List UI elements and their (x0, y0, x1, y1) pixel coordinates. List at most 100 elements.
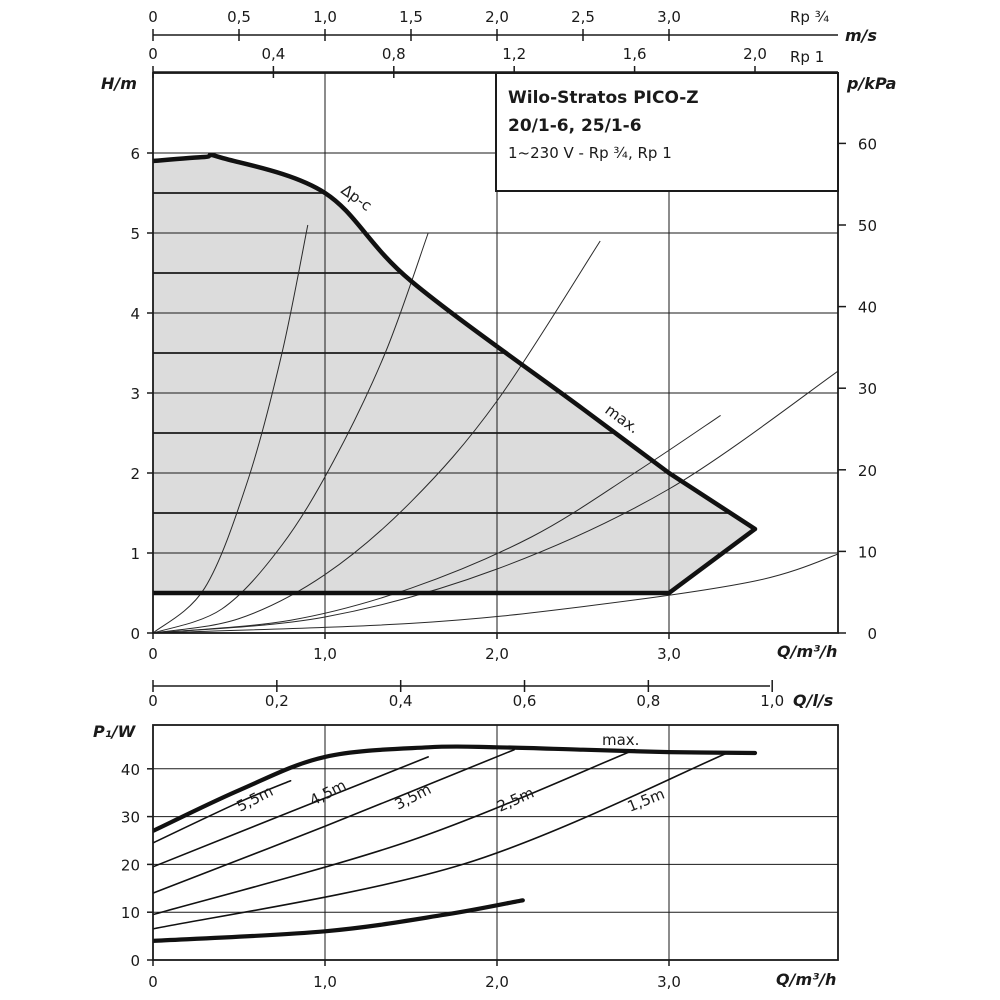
pressure-y-axis-label: p/kPa (846, 74, 896, 93)
velocity-tick-label: 3,0 (657, 8, 681, 26)
ls-axis-label: Q/l/s (793, 691, 833, 710)
pressure-y-tick-label: 50 (858, 217, 877, 235)
ls-tick-label: 0 (148, 692, 158, 710)
head-y-tick-label: 2 (130, 465, 140, 483)
power-y-tick-label: 40 (121, 761, 140, 779)
power-x-tick-label: 3,0 (657, 973, 681, 991)
head-y-ticks: 0 1 2 3 4 5 6 (130, 145, 153, 643)
ls-tick-label: 0,4 (389, 692, 413, 710)
max-head-curve (152, 152, 758, 596)
head-y-axis-label: H/m (101, 74, 137, 93)
velocity-tick-label: 0,5 (227, 8, 251, 26)
power-y-tick-label: 20 (121, 856, 140, 874)
pressure-y-ticks: 0 10 20 30 40 50 60 (838, 135, 877, 643)
velocity-tick-label: 1,2 (502, 45, 526, 63)
power-x-ticks: 0 1,0 2,0 3,0 (148, 960, 681, 991)
power-curve-3-5m (153, 748, 515, 894)
power-curve-2-5m (153, 748, 636, 916)
rp1-unit-label: Rp 1 (790, 48, 824, 66)
power-label-1-5m: 1,5m (625, 785, 667, 816)
velocity-tick-label: 1,6 (623, 45, 647, 63)
system-curve (153, 224, 309, 633)
power-label-3-5m: 3,5m (392, 780, 434, 814)
head-y-tick-label: 1 (130, 545, 140, 563)
head-chart: H/m p/kPa Δp-c max. Wilo-Stratos PICO-Z … (101, 72, 896, 663)
chart-note: 1~230 V - Rp ¾, Rp 1 (508, 144, 672, 162)
pressure-y-tick-label: 0 (867, 625, 877, 643)
rp34-ticks: 0 0,5 1,0 1,5 2,0 2,5 3,0 (148, 8, 681, 41)
head-y-tick-label: 4 (130, 305, 140, 323)
head-y-tick-label: 3 (130, 385, 140, 403)
operating-area (153, 154, 755, 593)
title-box-frame (495, 72, 839, 192)
operating-area-hatch (153, 192, 731, 514)
velocity-tick-label: 0,4 (261, 45, 285, 63)
power-plot-frame (152, 724, 839, 961)
power-x-tick-label: 2,0 (485, 973, 509, 991)
velocity-tick-label: 1,5 (399, 8, 423, 26)
power-curve-max- (153, 744, 758, 833)
pressure-y-tick-label: 30 (858, 380, 877, 398)
rp1-ticks: 0 0,4 0,8 1,2 1,6 2,0 (148, 45, 767, 78)
power-y-tick-label: 0 (130, 952, 140, 970)
power-y-ticks: 0 10 20 30 40 (121, 761, 153, 970)
power-y-tick-label: 10 (121, 904, 140, 922)
power-curve-1-5m (153, 751, 730, 930)
head-x-tick-label: 3,0 (657, 645, 681, 663)
pressure-y-tick-label: 20 (858, 462, 877, 480)
power-chart: P₁/W max. 5,5m 4,5m 3,5m 2,5m 1,5m 0 1,0 2… (93, 722, 839, 991)
velocity-tick-label: 1,0 (313, 8, 337, 26)
velocity-tick-label: 0 (148, 8, 158, 26)
pressure-y-tick-label: 40 (858, 299, 877, 317)
system-curve (153, 370, 838, 633)
power-y-tick-label: 30 (121, 809, 140, 827)
power-x-tick-label: 1,0 (313, 973, 337, 991)
head-plot-frame (152, 72, 839, 634)
power-curve-min (153, 898, 525, 943)
system-curves (153, 224, 838, 633)
power-label-4-5m: 4,5m (307, 776, 349, 810)
velocity-tick-label: 2,0 (485, 8, 509, 26)
velocity-tick-label: 0 (148, 45, 158, 63)
head-y-tick-label: 5 (130, 225, 140, 243)
flow-ls-axis: 0 0,2 0,4 0,6 0,8 1,0 Q/l/s (148, 680, 833, 710)
power-label-max: max. (602, 731, 639, 749)
velocity-tick-label: 0,8 (382, 45, 406, 63)
head-x-tick-label: 1,0 (313, 645, 337, 663)
velocity-axis-label: m/s (845, 26, 877, 45)
ls-tick-label: 0,2 (265, 692, 289, 710)
power-label-5-5m: 5,5m (234, 782, 276, 816)
head-y-tick-label: 6 (130, 145, 140, 163)
head-y-tick-label: 0 (130, 625, 140, 643)
power-curve-4-5m (153, 756, 429, 868)
system-curve (153, 553, 838, 633)
head-x-ticks: 0 1,0 2,0 3,0 (148, 633, 681, 663)
rp34-unit-label: Rp ¾ (790, 8, 830, 26)
chart-subtitle: 20/1-6, 25/1-6 (508, 116, 642, 136)
velocity-axes: 0 0,5 1,0 1,5 2,0 2,5 3,0 Rp ¾ m/s 0 0,4 0,8 1,2 1… (148, 8, 877, 78)
power-x-tick-label: 0 (148, 973, 158, 991)
pressure-y-tick-label: 60 (858, 135, 877, 153)
power-label-2-5m: 2,5m (494, 784, 536, 816)
power-curves (153, 744, 758, 943)
velocity-tick-label: 2,0 (743, 45, 767, 63)
power-x-axis-label: Q/m³/h (776, 970, 836, 989)
system-curve (153, 414, 721, 633)
ls-tick-label: 0,6 (513, 692, 537, 710)
head-x-tick-label: 0 (148, 645, 158, 663)
ls-tick-label: 1,0 (760, 692, 784, 710)
system-curve (153, 240, 601, 633)
pressure-y-tick-label: 10 (858, 543, 877, 561)
head-x-axis-label: Q/m³/h (777, 642, 837, 661)
power-curve-5-5m (153, 780, 292, 844)
chart-title: Wilo-Stratos PICO-Z (508, 88, 699, 108)
ls-tick-label: 0,8 (636, 692, 660, 710)
power-y-axis-label: P₁/W (93, 722, 137, 741)
ls-ticks: 0 0,2 0,4 0,6 0,8 1,0 (148, 680, 784, 710)
system-curve (153, 232, 429, 633)
title-box: Wilo-Stratos PICO-Z 20/1-6, 25/1-6 1~230… (495, 72, 839, 192)
power-gridlines (153, 725, 838, 960)
velocity-tick-label: 2,5 (571, 8, 595, 26)
head-x-tick-label: 2,0 (485, 645, 509, 663)
